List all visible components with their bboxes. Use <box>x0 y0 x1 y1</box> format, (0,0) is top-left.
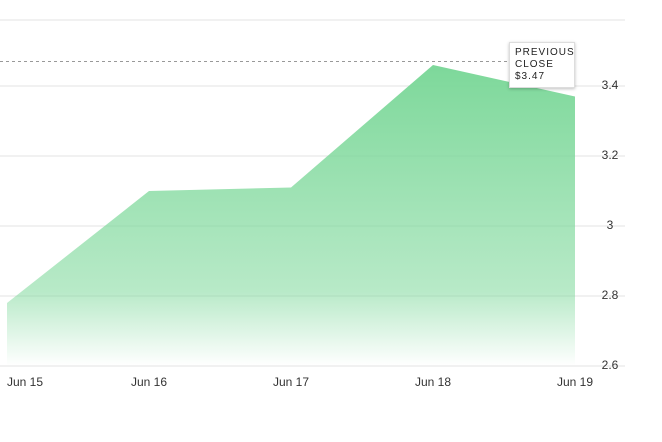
x-tick-label: Jun 17 <box>273 375 309 389</box>
tooltip-label: PREVIOUS CLOSE <box>515 47 575 70</box>
x-tick-label: Jun 19 <box>557 375 593 389</box>
y-tick-label: 3 <box>607 218 614 232</box>
tooltip: PREVIOUS CLOSE $3.47 <box>509 42 575 88</box>
y-tick-label: 3.2 <box>602 148 619 162</box>
x-tick-label: Jun 18 <box>415 375 451 389</box>
y-tick-label: 2.8 <box>602 288 619 302</box>
area <box>7 65 575 366</box>
x-tick-label: Jun 16 <box>131 375 167 389</box>
x-tick-label: Jun 15 <box>7 375 43 389</box>
tooltip-value: $3.47 <box>515 71 546 82</box>
y-tick-label: 3.4 <box>602 78 619 92</box>
y-tick-label: 2.6 <box>602 358 619 372</box>
